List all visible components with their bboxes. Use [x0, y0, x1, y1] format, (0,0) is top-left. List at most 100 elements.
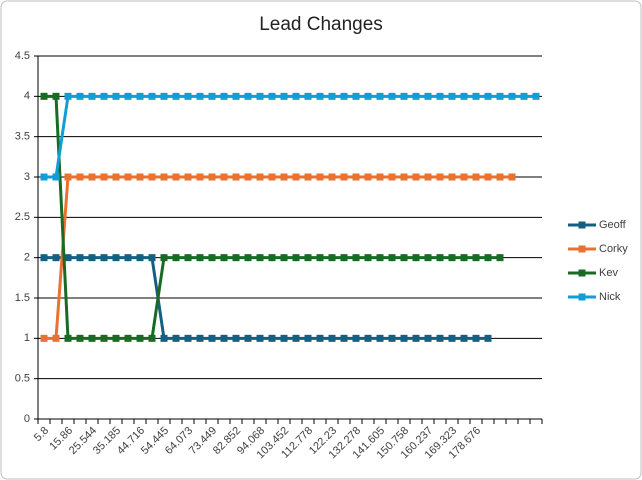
marker	[124, 254, 132, 262]
marker	[88, 92, 96, 100]
y-tick-label: 2.5	[15, 211, 30, 223]
marker	[328, 334, 336, 342]
marker	[196, 334, 204, 342]
marker	[64, 173, 72, 181]
marker	[256, 334, 264, 342]
marker	[304, 254, 312, 262]
marker	[316, 334, 324, 342]
marker	[232, 92, 240, 100]
marker	[136, 173, 144, 181]
marker	[412, 254, 420, 262]
marker	[280, 92, 288, 100]
marker	[376, 334, 384, 342]
y-tick-label: 1.5	[15, 292, 30, 304]
y-tick-label: 0.5	[15, 373, 30, 385]
marker	[88, 173, 96, 181]
marker	[184, 92, 192, 100]
marker	[160, 334, 168, 342]
marker	[40, 173, 48, 181]
marker	[304, 92, 312, 100]
marker	[124, 173, 132, 181]
marker	[112, 92, 120, 100]
marker	[388, 334, 396, 342]
marker	[400, 173, 408, 181]
marker	[352, 92, 360, 100]
marker	[244, 173, 252, 181]
marker	[148, 173, 156, 181]
legend-label: Kev	[599, 267, 618, 279]
marker	[280, 334, 288, 342]
marker	[436, 334, 444, 342]
marker	[268, 254, 276, 262]
marker	[460, 254, 468, 262]
marker	[220, 334, 228, 342]
marker	[448, 92, 456, 100]
marker	[496, 254, 504, 262]
marker	[472, 334, 480, 342]
marker	[424, 173, 432, 181]
marker	[388, 254, 396, 262]
marker	[220, 173, 228, 181]
marker	[196, 173, 204, 181]
marker	[376, 173, 384, 181]
marker	[148, 254, 156, 262]
marker	[208, 254, 216, 262]
marker	[40, 254, 48, 262]
marker	[508, 173, 516, 181]
marker	[340, 254, 348, 262]
marker	[100, 173, 108, 181]
legend-marker	[578, 221, 586, 229]
marker	[448, 334, 456, 342]
marker	[64, 92, 72, 100]
marker	[280, 173, 288, 181]
marker	[448, 254, 456, 262]
marker	[136, 334, 144, 342]
marker	[376, 254, 384, 262]
marker	[124, 334, 132, 342]
marker	[196, 92, 204, 100]
marker	[220, 92, 228, 100]
marker	[412, 173, 420, 181]
marker	[304, 173, 312, 181]
marker	[256, 173, 264, 181]
marker	[292, 92, 300, 100]
legend-marker	[578, 293, 586, 301]
marker	[460, 173, 468, 181]
marker	[172, 254, 180, 262]
marker	[304, 334, 312, 342]
legend-marker	[578, 245, 586, 253]
marker	[472, 254, 480, 262]
marker	[376, 92, 384, 100]
marker	[244, 334, 252, 342]
marker	[472, 173, 480, 181]
marker	[508, 92, 516, 100]
marker	[76, 173, 84, 181]
marker	[64, 334, 72, 342]
marker	[208, 173, 216, 181]
marker	[160, 173, 168, 181]
marker	[196, 254, 204, 262]
marker	[340, 92, 348, 100]
marker	[64, 254, 72, 262]
legend-marker	[578, 269, 586, 277]
marker	[424, 254, 432, 262]
marker	[184, 173, 192, 181]
marker	[496, 92, 504, 100]
y-tick-label: 0	[24, 413, 30, 425]
marker	[280, 254, 288, 262]
marker	[436, 173, 444, 181]
y-tick-label: 3.5	[15, 131, 30, 143]
marker	[52, 254, 60, 262]
marker	[316, 173, 324, 181]
marker	[112, 173, 120, 181]
marker	[340, 173, 348, 181]
marker	[484, 254, 492, 262]
marker	[292, 334, 300, 342]
marker	[52, 173, 60, 181]
marker	[436, 254, 444, 262]
marker	[100, 92, 108, 100]
marker	[100, 334, 108, 342]
marker	[352, 254, 360, 262]
marker	[268, 92, 276, 100]
